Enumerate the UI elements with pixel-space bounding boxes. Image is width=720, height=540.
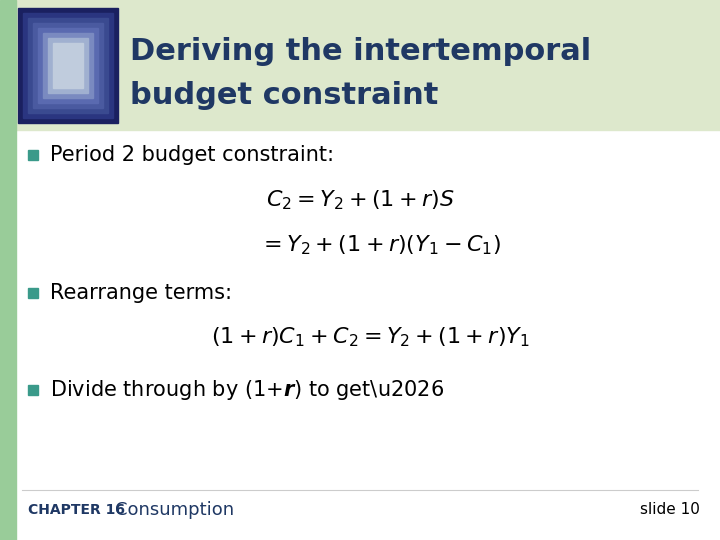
Bar — [16, 0, 720, 130]
Text: CHAPTER 16: CHAPTER 16 — [28, 503, 125, 517]
Bar — [18, 8, 118, 123]
Bar — [43, 33, 93, 98]
Bar — [48, 38, 88, 93]
Bar — [53, 43, 83, 88]
Bar — [28, 18, 108, 113]
Bar — [38, 28, 98, 103]
Bar — [0, 0, 16, 540]
Text: $(1+\mathbf{\mathit{r}})\mathbf{\mathit{C}}_1 + \mathbf{\mathit{C}}_2 = \mathbf{: $(1+\mathbf{\mathit{r}})\mathbf{\mathit{… — [210, 325, 529, 349]
Bar — [28, 150, 38, 160]
Bar — [28, 288, 38, 298]
Text: $= \mathbf{\mathit{Y}}_2 + (1+\mathbf{\mathit{r}})(\mathbf{\mathit{Y}}_1 - \math: $= \mathbf{\mathit{Y}}_2 + (1+\mathbf{\m… — [259, 233, 501, 257]
Text: Rearrange terms:: Rearrange terms: — [50, 283, 232, 303]
Text: slide 10: slide 10 — [640, 503, 700, 517]
Text: $\mathbf{\mathit{C}}_2 = \mathbf{\mathit{Y}}_2 + (1+\mathbf{\mathit{r}})\mathbf{: $\mathbf{\mathit{C}}_2 = \mathbf{\mathit… — [266, 188, 454, 212]
Text: Period 2 budget constraint:: Period 2 budget constraint: — [50, 145, 334, 165]
Text: Divide through by (1+$\boldsymbol{r}$) to get\u2026: Divide through by (1+$\boldsymbol{r}$) t… — [50, 378, 444, 402]
Text: Deriving the intertemporal: Deriving the intertemporal — [130, 37, 591, 66]
Text: budget constraint: budget constraint — [130, 80, 438, 110]
Bar — [28, 385, 38, 395]
Bar — [23, 13, 113, 118]
Bar — [33, 23, 103, 108]
Text: Consumption: Consumption — [115, 501, 234, 519]
